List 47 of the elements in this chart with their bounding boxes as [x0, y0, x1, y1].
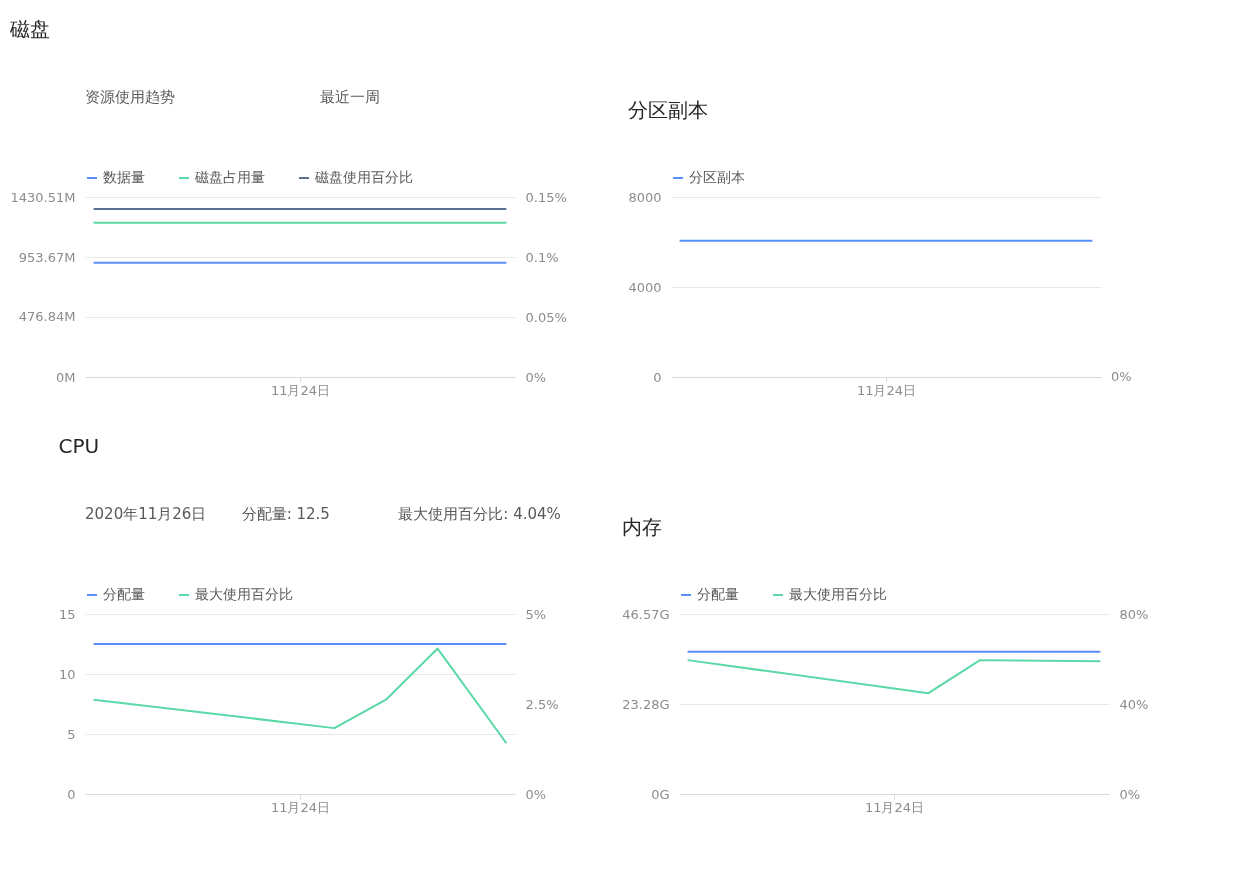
y-tick-label: 46.57G — [622, 606, 670, 622]
y-tick-label: 0G — [651, 786, 670, 802]
y2-tick-label: 0.15% — [525, 189, 567, 205]
y2-tick-label: 2.5% — [525, 696, 559, 712]
y2-tick-label: 0.05% — [525, 309, 567, 325]
legend-label: 分配量 — [697, 586, 739, 602]
y-tick-label: 953.67M — [18, 249, 76, 265]
y-tick-label: 23.28G — [622, 696, 670, 712]
x-tick-label: 11月24日 — [270, 382, 331, 398]
x-tick-label: 11月24日 — [270, 799, 331, 815]
y-tick-label: 0M — [56, 369, 76, 385]
y-tick-label: 5 — [67, 726, 76, 742]
text: 分配量: 12.5 — [241, 505, 330, 523]
legend-label: 分区副本 — [689, 169, 745, 185]
x-tick-label: 11月24日 — [856, 382, 917, 398]
chart-title: 分区副本 — [627, 98, 708, 122]
chart-title: 内存 — [621, 515, 662, 539]
line-series — [92, 647, 508, 745]
legend-label: 磁盘使用百分比 — [314, 169, 413, 185]
text: 资源使用趋势 — [85, 88, 175, 106]
chart-title: CPU — [58, 434, 100, 458]
legend-label: 磁盘占用量 — [194, 169, 265, 185]
y2-tick-label: 0% — [1119, 786, 1141, 802]
text: 最近一周 — [320, 88, 380, 106]
chart-title: 磁盘 — [9, 17, 51, 41]
y2-tick-label: 0.1% — [525, 249, 559, 265]
y-tick-label: 4000 — [628, 279, 662, 295]
legend-label: 分配量 — [103, 586, 145, 602]
y2-tick-label: 5% — [525, 606, 547, 622]
y-tick-label: 1430.51M — [10, 189, 76, 205]
text: 0% — [1111, 369, 1132, 384]
y-tick-label: 8000 — [628, 189, 662, 205]
y-tick-label: 0 — [67, 786, 76, 802]
legend-label: 最大使用百分比 — [789, 586, 887, 602]
legend-label: 数据量 — [103, 169, 145, 185]
y-tick-label: 476.84M — [18, 309, 76, 325]
x-tick-label: 11月24日 — [864, 799, 925, 815]
y-tick-label: 10 — [58, 666, 76, 682]
y-tick-label: 15 — [58, 606, 76, 622]
y-tick-label: 0 — [653, 369, 662, 385]
legend-label: 最大使用百分比 — [195, 586, 293, 602]
y2-tick-label: 0% — [525, 369, 547, 385]
y2-tick-label: 40% — [1119, 696, 1149, 712]
y2-tick-label: 0% — [525, 786, 547, 802]
y2-tick-label: 80% — [1119, 606, 1149, 622]
text: 最大使用百分比: 4.04% — [398, 505, 561, 523]
text: 2020年11月26日 — [85, 505, 207, 523]
